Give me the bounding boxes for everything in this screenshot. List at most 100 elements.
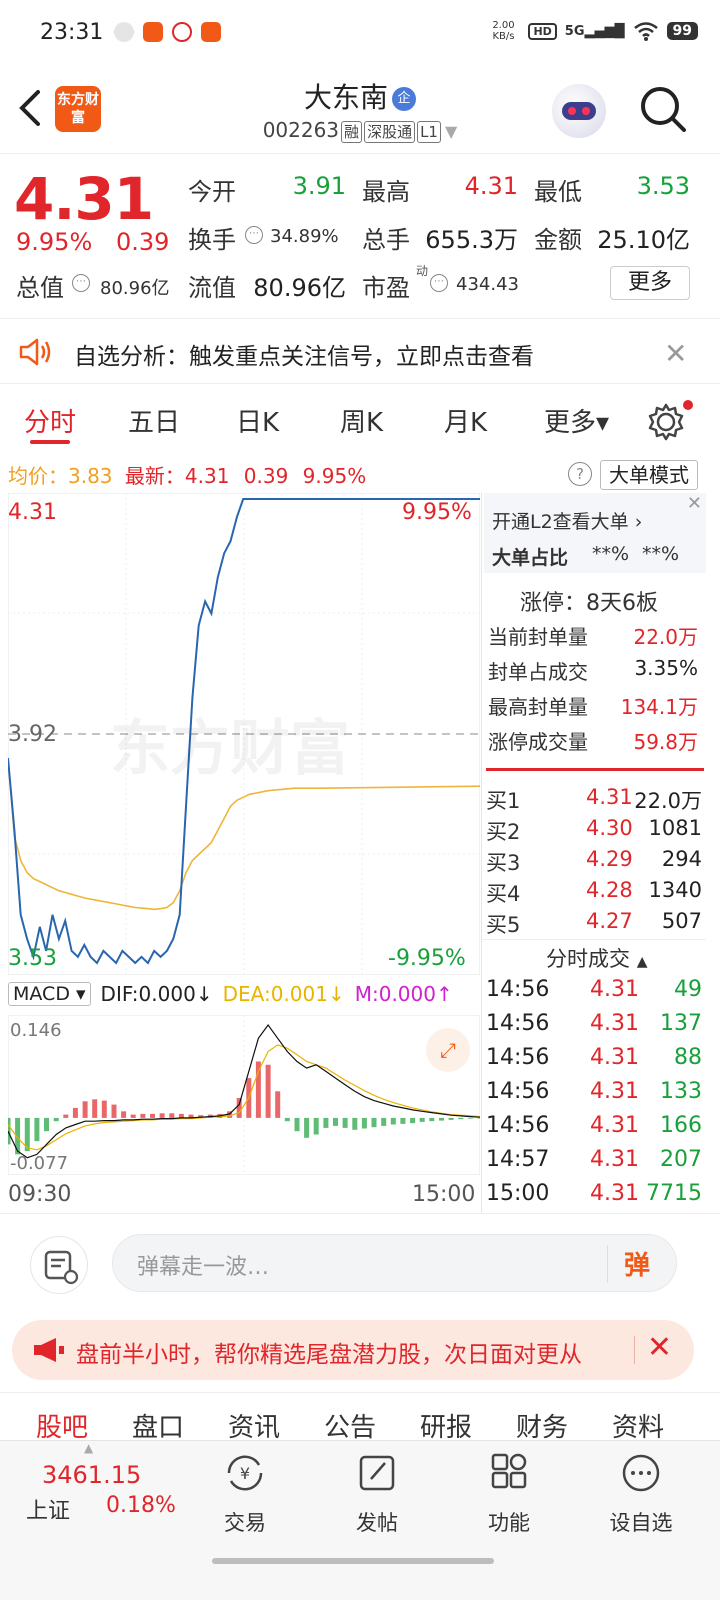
dif-value: 0.000 [138,982,196,1006]
l2-link[interactable]: 开通L2查看大单 › [492,511,643,533]
tab-profile[interactable]: 资料 [612,1413,665,1443]
l2-link-label: 开通L2查看大单 [492,511,629,533]
tag-level: L1 [417,121,441,143]
macd-chart[interactable] [8,1015,480,1175]
danmu-toggle-button[interactable]: 弹 [623,1251,650,1281]
index-value[interactable]: 3461.15 [42,1461,142,1489]
tab-research[interactable]: 研报 [420,1413,473,1443]
close-icon[interactable]: ✕ [646,1330,672,1365]
tab-finance[interactable]: 财务 [516,1413,569,1443]
latest-value: 4.31 [184,464,230,488]
ob-price: 4.29 [586,847,633,871]
watermark: 东方财富 [110,714,350,784]
triangle-up-icon: ▲ [84,1441,94,1455]
trade-time: 14:56 [486,1113,550,1138]
gear-icon[interactable] [646,402,686,442]
info-icon[interactable]: ⋯ [245,226,263,244]
tab-forum[interactable]: 股吧 [36,1413,89,1443]
tab-intraday[interactable]: 分时 [24,408,77,438]
macd-histogram [8,1061,480,1155]
nav-add-watchlist[interactable]: 设自选 [596,1451,686,1551]
big-order-mode-button[interactable]: 大单模式 [600,460,698,490]
ob-price: 4.30 [586,816,633,840]
content-tabs: 股吧 盘口 资讯 公告 研报 财务 资料 [0,1392,720,1443]
order-panel: 开通L2查看大单 › ✕ 大单占比 **% **% 涨停：8天6板 当前封单量 … [481,493,706,1213]
chart-tabs: 分时 五日 日K 周K 月K 更多▾ [0,394,720,454]
divider [607,1245,608,1283]
tab-more[interactable]: 更多▾ [544,408,610,438]
change-amount: 0.39 [116,228,170,256]
trade-row: 15:00 4.31 7715 [486,1181,702,1215]
stock-header: 东方财富 大东南企 002263 融深股通 L1 ▼ [0,62,720,154]
nav-label: 交易 [224,1511,266,1535]
m-readout: M:0.000↑ [354,982,453,1006]
info-icon[interactable]: ⋯ [430,274,448,292]
order-book-row[interactable]: 买2 4.30 1081 [486,816,702,846]
big-ratio-label: 大单占比 [492,547,569,569]
indicator-select[interactable]: MACD ▾ [8,982,91,1006]
help-icon[interactable]: ? [568,462,592,486]
tab-orderbook[interactable]: 盘口 [132,1413,185,1443]
order-book-row[interactable]: 买4 4.28 1340 [486,878,702,908]
intraday-chart[interactable] [8,493,480,975]
dif-label: DIF: [100,982,139,1006]
divider [482,939,706,940]
more-button[interactable]: 更多 [610,266,690,300]
nav-post[interactable]: 发帖 [332,1451,422,1551]
chart-bottom-pct: -9.95% [388,946,466,971]
tab-monthly-k[interactable]: 月K [444,408,488,438]
wechat-icon [114,22,134,42]
order-book-row[interactable]: 买3 4.29 294 [486,847,702,877]
index-name[interactable]: 上证 [26,1499,71,1524]
m-label: M: [354,982,379,1006]
nav-function[interactable]: 功能 [464,1451,554,1551]
trades-header[interactable]: 分时成交 ▲ [546,943,647,973]
turnover-label: 换手 [188,226,236,254]
stat-label: 当前封单量 [488,625,588,649]
dea-label: DEA: [222,982,271,1006]
search-icon[interactable] [638,84,688,134]
tab-news[interactable]: 资讯 [228,1413,281,1443]
promo-banner[interactable]: 盘前半小时，帮你精选尾盘潜力股，次日面对更从 ✕ [12,1320,694,1380]
price-line [8,498,480,965]
ob-label: 买4 [486,882,521,906]
close-icon[interactable]: ✕ [664,337,688,370]
megaphone-icon [34,1338,64,1362]
order-book-row[interactable]: 买1 4.31 22.0万 [486,785,702,815]
avg-value: 3.83 [68,464,113,488]
close-icon[interactable]: ✕ [686,493,702,514]
l2-promo-box[interactable]: 开通L2查看大单 › ✕ 大单占比 **% **% [484,493,706,573]
eastmoney-logo[interactable]: 东方财富 [55,86,101,132]
stock-code-row[interactable]: 002263 融深股通 L1 ▼ [0,118,720,143]
macd-indicator-row: MACD ▾ DIF:0.000↓ DEA:0.001↓ M:0.000↑ [8,982,453,1006]
tab-five-day[interactable]: 五日 [128,408,181,438]
nav-trade[interactable]: ¥ 交易 [200,1451,290,1551]
tab-weekly-k[interactable]: 周K [340,408,384,438]
tab-announcements[interactable]: 公告 [324,1413,377,1443]
analysis-notice[interactable]: 自选分析：触发重点关注信号，立即点击查看 ✕ [0,318,720,384]
status-right: 2.00 KB/s HD 5G▂▄▆█ 99 [486,20,698,42]
index-percent[interactable]: 0.18% [106,1493,176,1518]
assistant-robot-icon[interactable] [552,84,606,138]
back-icon[interactable] [16,88,46,128]
trade-row: 14:57 4.31 207 [486,1147,702,1181]
market-cap-label: 总值 [16,274,64,302]
expand-icon[interactable]: ⤢ [426,1028,470,1072]
danmu-input[interactable]: 弹幕走一波… 弹 [112,1234,677,1292]
tab-daily-k[interactable]: 日K [236,408,280,438]
net-type: 5G [564,23,585,39]
app-notify-icon-2 [201,22,221,42]
trade-row: 14:56 4.31 133 [486,1079,702,1113]
limit-label: 涨停： [520,591,587,616]
comment-settings-icon[interactable] [30,1236,88,1294]
nav-label: 设自选 [609,1511,673,1535]
video-app-icon [172,22,192,42]
amount-label: 金额 [534,226,582,254]
stock-code: 002263 [262,118,340,142]
signal-icon: 5G▂▄▆█ [564,23,625,39]
info-icon[interactable]: ⋯ [72,274,90,292]
order-book-row[interactable]: 买5 4.27 507 [486,909,702,939]
big-buy-ratio: **% [592,543,630,565]
trade-price: 4.31 [590,977,639,1002]
trade-volume: 207 [660,1147,702,1172]
